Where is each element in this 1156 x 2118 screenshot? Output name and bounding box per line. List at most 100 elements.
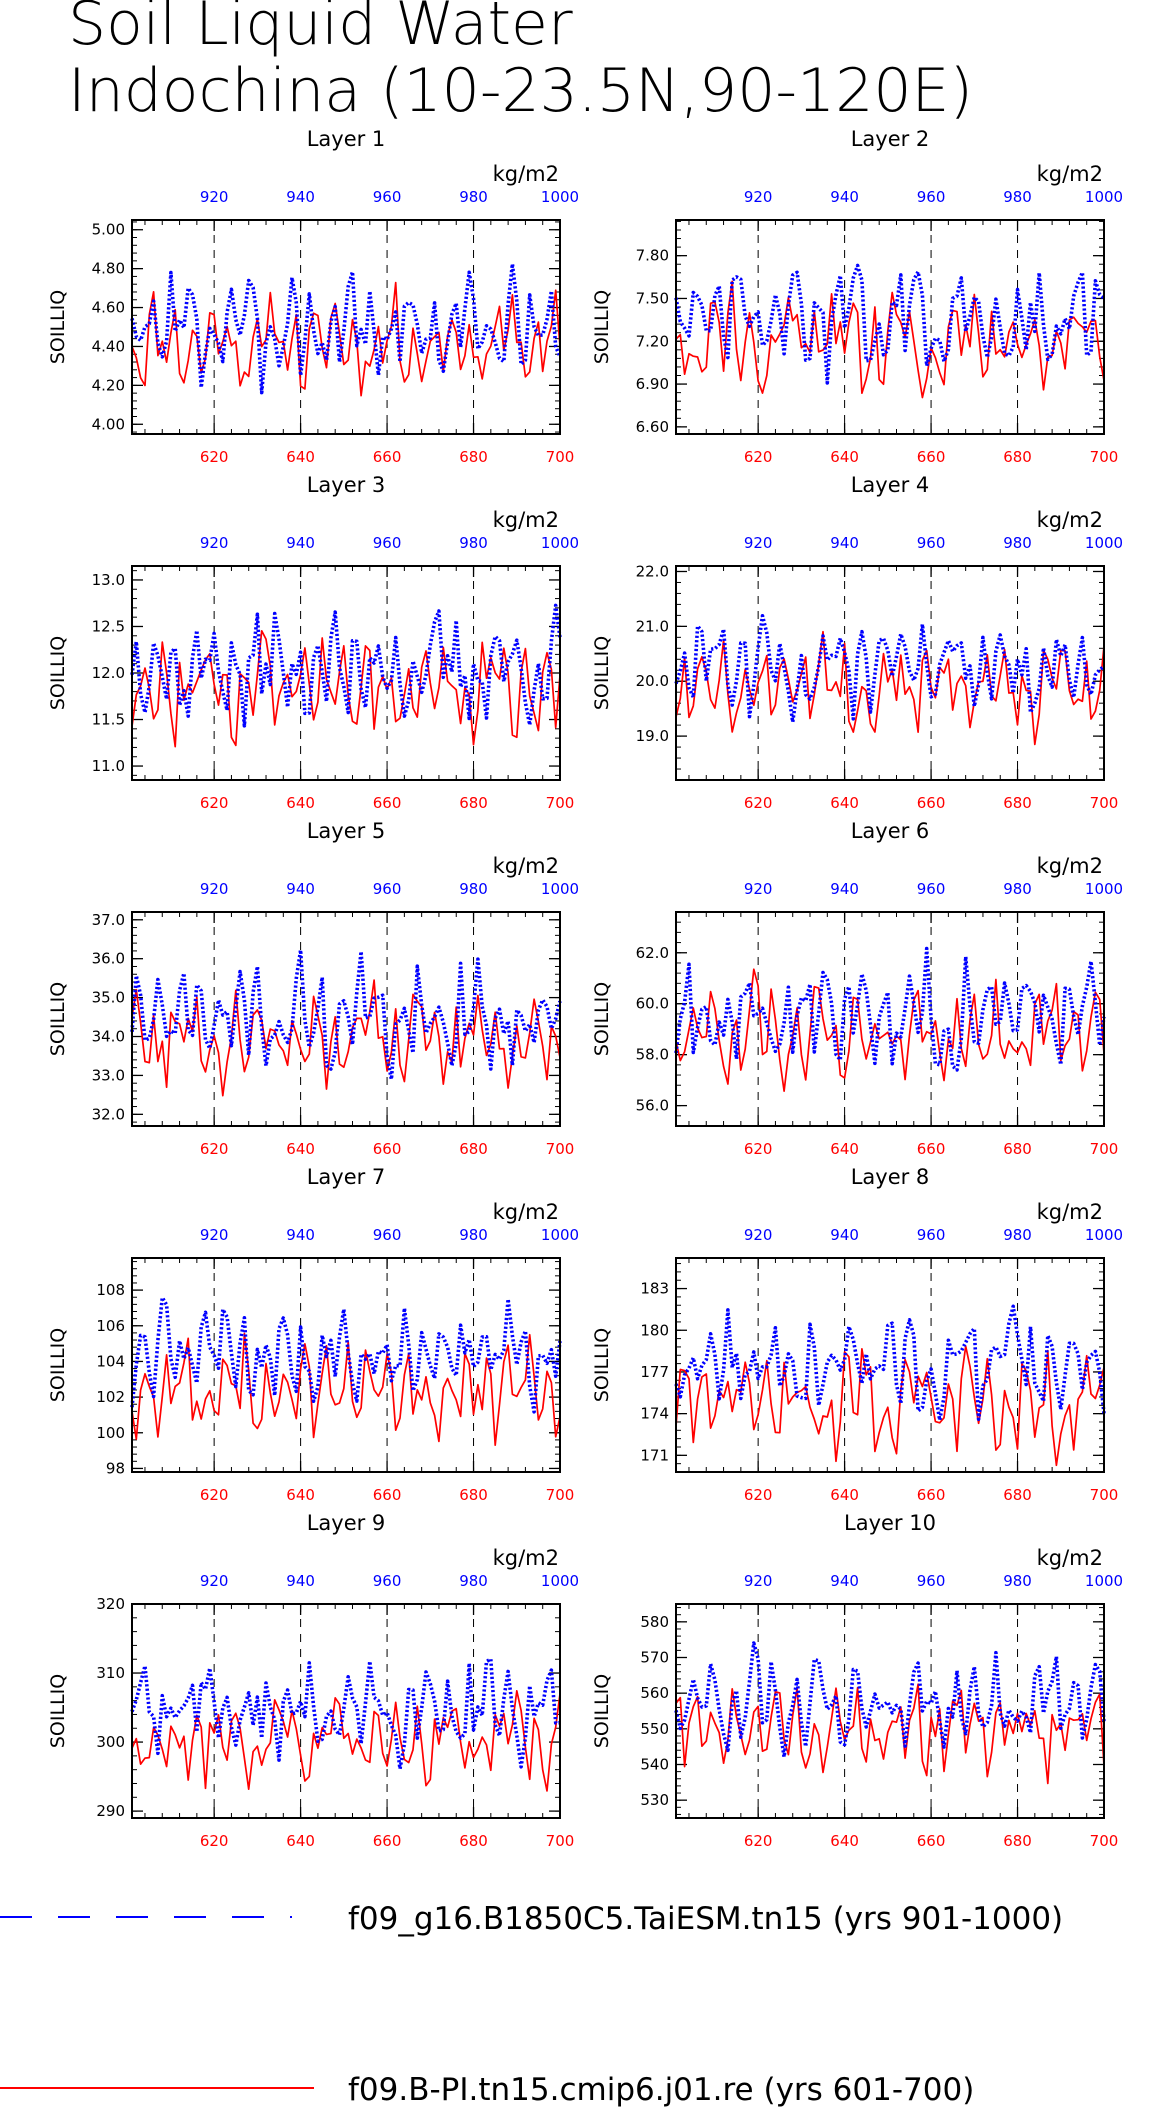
- y-tick-label: 100: [96, 1424, 125, 1442]
- x-tick-label-top: 1000: [541, 880, 579, 898]
- x-tick-label-bottom: 660: [373, 448, 402, 466]
- x-tick-label-bottom: 620: [200, 794, 229, 812]
- y-tick-label: 290: [96, 1802, 125, 1820]
- x-tick-label-top: 1000: [541, 1572, 579, 1590]
- y-axis-label: SOILLIQ: [591, 290, 613, 364]
- x-tick-label-bottom: 620: [200, 448, 229, 466]
- y-tick-label: 5.00: [92, 221, 125, 239]
- panel-title: Layer 10: [844, 1511, 936, 1535]
- x-tick-label-top: 960: [373, 1572, 402, 1590]
- y-tick-label: 4.60: [92, 299, 125, 317]
- x-tick-label-top: 960: [373, 188, 402, 206]
- series-line-taiesm: [130, 1657, 561, 1771]
- series-line-taiesm: [130, 603, 562, 728]
- x-tick-label-bottom: 700: [1090, 1486, 1119, 1504]
- x-tick-label-bottom: 660: [373, 794, 402, 812]
- plot-frame: [675, 219, 1105, 435]
- panel-grid: Layer 1 kg/m2 SOILLIQ 620 640 660 680 700 920 940…: [47, 127, 1123, 1850]
- panel-4: Layer 4 kg/m2 SOILLIQ 620 640 660 680 700 920 940…: [591, 473, 1123, 812]
- y-tick-label: 22.0: [636, 562, 669, 580]
- series-line-cmip6: [675, 1345, 1105, 1467]
- x-tick-label-top: 940: [830, 188, 859, 206]
- x-tick-label-top: 980: [1003, 534, 1032, 552]
- y-axis-label: SOILLIQ: [47, 1328, 69, 1402]
- plot-frame: [131, 911, 561, 1127]
- x-tick-label-bottom: 700: [1090, 448, 1119, 466]
- x-tick-label-bottom: 640: [830, 1832, 859, 1850]
- y-tick-label: 180: [640, 1321, 669, 1339]
- x-tick-label-bottom: 700: [546, 1140, 575, 1158]
- x-tick-label-bottom: 620: [200, 1832, 229, 1850]
- y-tick-label: 550: [640, 1720, 669, 1738]
- y-tick-label: 540: [640, 1756, 669, 1774]
- units-label: kg/m2: [1037, 854, 1103, 878]
- plot-frame: [131, 1257, 561, 1473]
- x-tick-label-top: 920: [200, 188, 229, 206]
- x-tick-label-top: 1000: [1085, 534, 1123, 552]
- panel-title: Layer 3: [307, 473, 386, 497]
- y-tick-label: 320: [96, 1595, 125, 1613]
- units-label: kg/m2: [1037, 162, 1103, 186]
- series-line-cmip6: [131, 979, 561, 1097]
- x-tick-label-bottom: 660: [373, 1486, 402, 1504]
- x-tick-label-top: 940: [286, 880, 315, 898]
- panel-6: Layer 6 kg/m2 SOILLIQ 620 640 660 680 700 920 940…: [591, 819, 1123, 1158]
- y-tick-label: 530: [640, 1791, 669, 1809]
- x-tick-label-bottom: 640: [286, 1832, 315, 1850]
- figure-title-line2: Indochina (10-23.5N,90-120E): [68, 56, 973, 126]
- x-tick-label-top: 940: [286, 1226, 315, 1244]
- series-line-cmip6: [131, 1332, 561, 1447]
- x-tick-label-bottom: 680: [459, 1140, 488, 1158]
- x-tick-label-top: 960: [373, 534, 402, 552]
- units-label: kg/m2: [493, 1546, 559, 1570]
- x-tick-label-bottom: 660: [373, 1832, 402, 1850]
- units-label: kg/m2: [493, 508, 559, 532]
- panel-title: Layer 7: [307, 1165, 386, 1189]
- x-tick-label-top: 960: [917, 1572, 946, 1590]
- x-tick-label-top: 920: [744, 1572, 773, 1590]
- x-tick-label-bottom: 620: [200, 1486, 229, 1504]
- y-tick-label: 4.00: [92, 415, 125, 433]
- plot-frame: [675, 911, 1105, 1127]
- plot-frame: [675, 1603, 1105, 1819]
- x-tick-label-bottom: 620: [744, 1832, 773, 1850]
- x-tick-label-top: 980: [459, 880, 488, 898]
- x-tick-label-bottom: 700: [546, 448, 575, 466]
- y-tick-label: 7.80: [636, 247, 669, 265]
- y-tick-label: 171: [640, 1446, 669, 1464]
- y-tick-label: 62.0: [636, 944, 669, 962]
- x-tick-label-top: 960: [373, 880, 402, 898]
- y-tick-label: 310: [96, 1664, 125, 1682]
- legend-label-cmip6: f09.B-PI.tn15.cmip6.j01.re (yrs 601-700): [348, 2072, 974, 2108]
- y-axis-label: SOILLIQ: [47, 636, 69, 710]
- x-tick-label-bottom: 680: [459, 1832, 488, 1850]
- x-tick-label-bottom: 660: [917, 1486, 946, 1504]
- legend: f09_g16.B1850C5.TaiESM.tn15 (yrs 901-100…: [0, 1901, 1063, 2108]
- x-tick-label-top: 940: [286, 1572, 315, 1590]
- panel-title: Layer 1: [307, 127, 386, 151]
- x-tick-label-top: 980: [459, 188, 488, 206]
- panel-title: Layer 9: [307, 1511, 386, 1535]
- y-tick-label: 19.0: [636, 727, 669, 745]
- x-tick-label-bottom: 680: [1003, 1486, 1032, 1504]
- panel-2: Layer 2 kg/m2 SOILLIQ 620 640 660 680 700 920 940…: [591, 127, 1123, 466]
- series-line-cmip6: [131, 281, 561, 397]
- y-tick-label: 7.50: [636, 289, 669, 307]
- x-tick-label-bottom: 660: [917, 448, 946, 466]
- x-tick-label-top: 940: [286, 534, 315, 552]
- panel-title: Layer 5: [307, 819, 386, 843]
- x-tick-label-top: 1000: [541, 1226, 579, 1244]
- x-tick-label-bottom: 640: [286, 1140, 315, 1158]
- x-tick-label-top: 940: [830, 1572, 859, 1590]
- plot-frame: [675, 565, 1105, 781]
- x-tick-label-bottom: 640: [286, 1486, 315, 1504]
- y-axis-label: SOILLIQ: [591, 636, 613, 710]
- panel-8: Layer 8 kg/m2 SOILLIQ 620 640 660 680 700 920 940…: [591, 1165, 1123, 1504]
- y-tick-label: 6.90: [636, 375, 669, 393]
- y-tick-label: 12.5: [92, 617, 125, 635]
- y-axis-label: SOILLIQ: [47, 982, 69, 1056]
- x-tick-label-bottom: 660: [917, 794, 946, 812]
- x-tick-label-top: 980: [1003, 1226, 1032, 1244]
- y-tick-label: 7.20: [636, 332, 669, 350]
